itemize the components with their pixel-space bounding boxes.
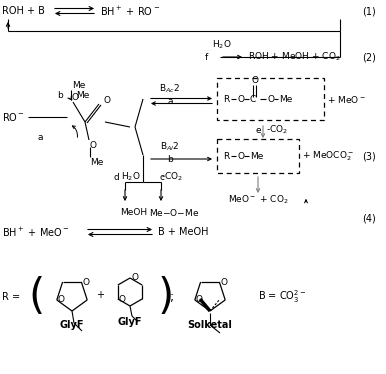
FancyBboxPatch shape [217, 139, 299, 173]
Text: O: O [196, 295, 203, 304]
Text: O: O [252, 76, 259, 85]
Text: (1): (1) [362, 6, 376, 16]
Text: B$_{Ac}$2: B$_{Ac}$2 [159, 83, 181, 95]
Text: (2): (2) [362, 52, 376, 62]
Text: Me: Me [250, 151, 263, 160]
Text: (4): (4) [362, 213, 376, 223]
Text: GlyF: GlyF [60, 320, 84, 330]
Text: ;: ; [170, 291, 174, 303]
Text: B = CO$_3^{2-}$: B = CO$_3^{2-}$ [258, 289, 306, 306]
Text: O: O [131, 273, 138, 282]
Text: O: O [90, 141, 97, 150]
Text: C: C [250, 95, 256, 104]
Text: Me: Me [76, 91, 90, 99]
Text: MeOH: MeOH [120, 208, 147, 217]
Text: + MeOCO$_2^-$: + MeOCO$_2^-$ [302, 149, 354, 163]
Text: BH$^+$ + RO$^-$: BH$^+$ + RO$^-$ [100, 4, 160, 18]
Text: Me: Me [279, 95, 292, 104]
Text: -CO$_2$: -CO$_2$ [266, 124, 288, 136]
Text: O: O [82, 278, 90, 286]
Text: BH$^+$ + MeO$^-$: BH$^+$ + MeO$^-$ [2, 226, 70, 239]
Text: H$_2$O: H$_2$O [212, 39, 232, 51]
Text: Me: Me [90, 157, 103, 166]
Text: (3): (3) [362, 151, 376, 161]
Text: (: ( [28, 276, 44, 318]
Text: O: O [267, 95, 274, 104]
Text: Me$-$O$-$Me: Me$-$O$-$Me [149, 206, 199, 218]
Text: RO$^-$: RO$^-$ [2, 111, 25, 123]
FancyBboxPatch shape [217, 78, 324, 120]
Text: GlyF: GlyF [118, 317, 142, 327]
Text: H$_2$O: H$_2$O [121, 171, 141, 183]
Text: e: e [256, 126, 262, 135]
Text: d: d [113, 172, 119, 181]
Text: O: O [58, 295, 65, 304]
Text: O: O [237, 151, 244, 160]
Text: + MeO$^-$: + MeO$^-$ [327, 94, 366, 104]
Text: R: R [223, 95, 229, 104]
Text: +: + [96, 290, 104, 300]
Text: B$_{Al}$2: B$_{Al}$2 [160, 141, 179, 153]
Text: O: O [220, 278, 227, 286]
Text: Me: Me [72, 80, 85, 89]
Text: B + MeOH: B + MeOH [158, 227, 208, 237]
Text: f: f [205, 52, 208, 61]
Text: b: b [57, 91, 63, 99]
Text: a: a [38, 132, 44, 141]
Text: O: O [237, 95, 244, 104]
Text: -CO$_2$: -CO$_2$ [161, 171, 183, 183]
Text: O: O [119, 294, 126, 303]
Text: O: O [103, 95, 110, 104]
Text: R =: R = [2, 292, 23, 302]
Text: c: c [159, 172, 164, 181]
Text: ROH + B: ROH + B [2, 6, 45, 16]
Text: a: a [167, 96, 173, 105]
Text: O: O [71, 92, 78, 101]
Text: ROH + MeOH + CO$_2$: ROH + MeOH + CO$_2$ [248, 51, 341, 63]
Text: MeO$^-$ + CO$_2$: MeO$^-$ + CO$_2$ [228, 194, 289, 206]
Text: Solketal: Solketal [188, 320, 232, 330]
Text: ): ) [158, 276, 174, 318]
Text: R: R [223, 151, 229, 160]
Text: b: b [167, 154, 173, 163]
